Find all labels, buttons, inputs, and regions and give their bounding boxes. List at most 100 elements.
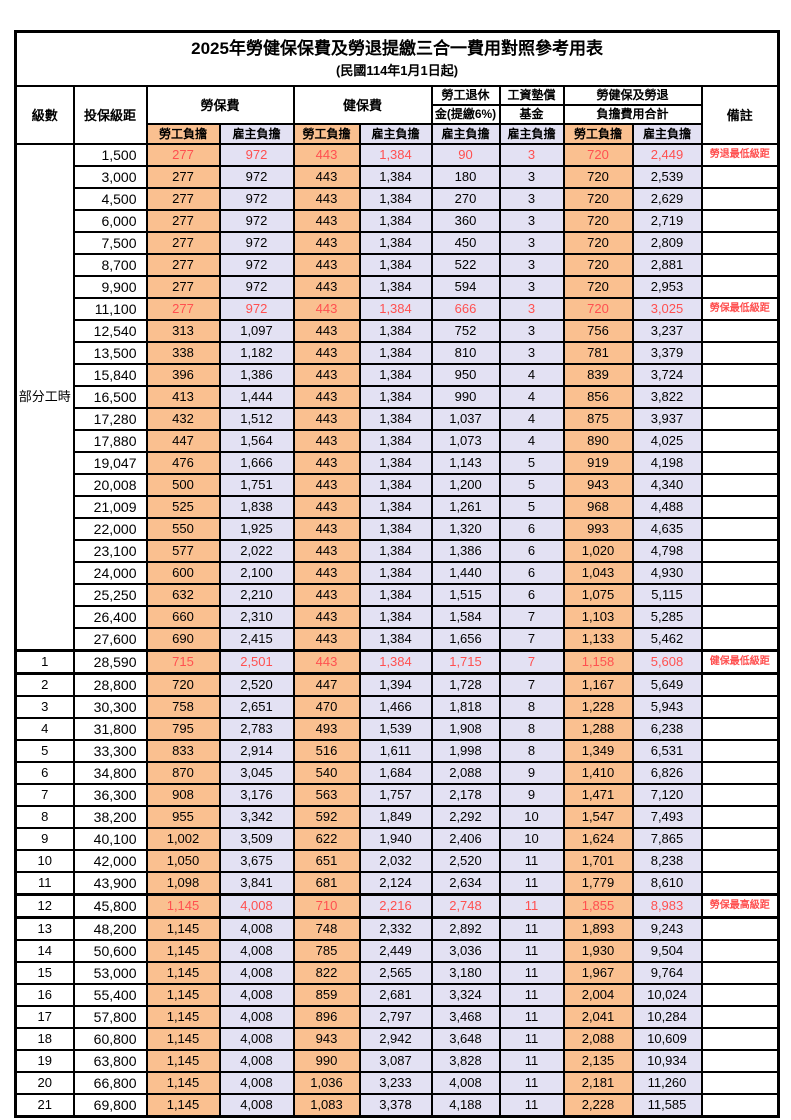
pension-employer-cell: 2,178 xyxy=(430,783,501,807)
table-row: 25,250 632 2,210 443 1,384 1,515 6 1,075 5,115 xyxy=(16,583,780,607)
labor-fee-employee-cell: 833 xyxy=(145,739,221,763)
total-employee-cell: 875 xyxy=(562,407,634,431)
col-header-remark: 備註 xyxy=(700,85,780,145)
wage-fund-employer-cell: 11 xyxy=(498,961,565,985)
labor-fee-employer-cell: 2,651 xyxy=(218,695,295,719)
health-fee-employer-cell: 1,384 xyxy=(358,407,433,431)
wage-fund-employer-cell: 8 xyxy=(498,695,565,719)
total-employer-cell: 2,719 xyxy=(631,209,703,233)
table-row: 19 63,800 1,145 4,008 990 3,087 3,828 11 2,135 10… xyxy=(14,1049,780,1073)
total-employee-cell: 720 xyxy=(562,209,634,233)
pension-employer-cell: 2,748 xyxy=(430,893,501,919)
labor-fee-employer-cell: 1,444 xyxy=(218,385,295,409)
table-row: 9,900 277 972 443 1,384 594 3 720 2,953 xyxy=(16,275,780,299)
health-fee-employer-cell: 1,384 xyxy=(358,253,433,277)
insured-bracket-cell: 55,400 xyxy=(72,983,148,1007)
remark-cell xyxy=(700,605,780,629)
labor-fee-employee-cell: 955 xyxy=(145,805,221,829)
pension-employer-cell: 1,073 xyxy=(430,429,501,453)
page-title: 2025年勞健保保費及勞退提繳三合一費用對照參考用表 xyxy=(191,39,603,58)
total-employee-cell: 839 xyxy=(562,363,634,387)
subheader-wage-fund-employer: 雇主負擔 xyxy=(498,123,565,145)
labor-fee-employer-cell: 3,342 xyxy=(218,805,295,829)
health-fee-employer-cell: 1,384 xyxy=(358,539,433,563)
labor-fee-employer-cell: 1,838 xyxy=(218,495,295,519)
health-fee-employer-cell: 1,384 xyxy=(358,451,433,475)
remark-cell xyxy=(700,341,780,365)
table-row: 23,100 577 2,022 443 1,384 1,386 6 1,020 4,798 xyxy=(16,539,780,563)
pension-employer-cell: 1,037 xyxy=(430,407,501,431)
health-fee-employer-cell: 1,384 xyxy=(358,627,433,652)
total-employee-cell: 1,158 xyxy=(562,649,634,675)
pension-employer-cell: 1,584 xyxy=(430,605,501,629)
labor-fee-employer-cell: 1,182 xyxy=(218,341,295,365)
total-employee-cell: 2,088 xyxy=(562,1027,634,1051)
page-subtitle: (民國114年1月1日起) xyxy=(336,63,459,78)
labor-fee-employee-cell: 500 xyxy=(145,473,221,497)
wage-fund-employer-cell: 6 xyxy=(498,517,565,541)
table-row: 3,000 277 972 443 1,384 180 3 720 2,539 xyxy=(16,165,780,189)
health-fee-employee-cell: 443 xyxy=(292,561,361,585)
total-employer-cell: 3,724 xyxy=(631,363,703,387)
total-employer-cell: 8,610 xyxy=(631,871,703,896)
total-employee-cell: 720 xyxy=(562,253,634,277)
health-fee-employee-cell: 443 xyxy=(292,385,361,409)
health-fee-employee-cell: 443 xyxy=(292,451,361,475)
labor-fee-employee-cell: 632 xyxy=(145,583,221,607)
health-fee-employer-cell: 1,757 xyxy=(358,783,433,807)
labor-fee-employer-cell: 4,008 xyxy=(218,1027,295,1051)
total-employer-cell: 11,260 xyxy=(631,1071,703,1095)
labor-fee-employee-cell: 413 xyxy=(145,385,221,409)
total-employee-cell: 756 xyxy=(562,319,634,343)
level-cell: 21 xyxy=(14,1093,75,1118)
wage-fund-employer-cell: 3 xyxy=(498,275,565,299)
remark-cell xyxy=(700,253,780,277)
health-fee-employee-cell: 443 xyxy=(292,319,361,343)
wage-fund-employer-cell: 3 xyxy=(498,231,565,255)
health-fee-employer-cell: 1,384 xyxy=(358,209,433,233)
health-fee-employee-cell: 443 xyxy=(292,605,361,629)
health-fee-employer-cell: 1,849 xyxy=(358,805,433,829)
insured-bracket-cell: 19,047 xyxy=(72,451,148,475)
remark-cell xyxy=(700,1093,780,1118)
total-employee-cell: 781 xyxy=(562,341,634,365)
remark-cell xyxy=(700,495,780,519)
labor-fee-employee-cell: 1,002 xyxy=(145,827,221,851)
labor-fee-employer-cell: 3,675 xyxy=(218,849,295,873)
pension-employer-cell: 1,320 xyxy=(430,517,501,541)
insured-bracket-cell: 34,800 xyxy=(72,761,148,785)
pension-employer-cell: 3,036 xyxy=(430,939,501,963)
pension-employer-cell: 1,818 xyxy=(430,695,501,719)
labor-fee-employee-cell: 447 xyxy=(145,429,221,453)
health-fee-employee-cell: 470 xyxy=(292,695,361,719)
health-fee-employee-cell: 443 xyxy=(292,517,361,541)
total-employer-cell: 7,120 xyxy=(631,783,703,807)
total-employer-cell: 2,953 xyxy=(631,275,703,299)
remark-cell xyxy=(700,672,780,697)
health-fee-employer-cell: 1,384 xyxy=(358,649,433,675)
health-fee-employee-cell: 443 xyxy=(292,297,361,321)
insured-bracket-cell: 42,000 xyxy=(72,849,148,873)
total-employer-cell: 4,798 xyxy=(631,539,703,563)
table-row: 20 66,800 1,145 4,008 1,036 3,233 4,008 11 2,181… xyxy=(14,1071,780,1095)
table-row: 15 53,000 1,145 4,008 822 2,565 3,180 11 1,967 9,… xyxy=(14,961,780,985)
insured-bracket-cell: 23,100 xyxy=(72,539,148,563)
insured-bracket-cell: 7,500 xyxy=(72,231,148,255)
labor-fee-employer-cell: 972 xyxy=(218,143,295,167)
health-fee-employer-cell: 1,394 xyxy=(358,672,433,697)
subheader-pension-employer: 雇主負擔 xyxy=(430,123,501,145)
pension-employer-cell: 1,908 xyxy=(430,717,501,741)
labor-fee-employer-cell: 3,045 xyxy=(218,761,295,785)
labor-fee-employer-cell: 2,501 xyxy=(218,649,295,675)
total-employee-cell: 2,004 xyxy=(562,983,634,1007)
health-fee-employee-cell: 493 xyxy=(292,717,361,741)
table-row: 14 50,600 1,145 4,008 785 2,449 3,036 11 1,930 9,… xyxy=(14,939,780,963)
insured-bracket-cell: 17,280 xyxy=(72,407,148,431)
level-cell: 18 xyxy=(14,1027,75,1051)
health-fee-employee-cell: 443 xyxy=(292,649,361,675)
level-cell: 16 xyxy=(14,983,75,1007)
insured-bracket-cell: 28,800 xyxy=(72,672,148,697)
pension-employer-cell: 1,656 xyxy=(430,627,501,652)
table-row: 4 31,800 795 2,783 493 1,539 1,908 8 1,288 6,238 xyxy=(14,717,780,741)
pension-employer-cell: 2,406 xyxy=(430,827,501,851)
